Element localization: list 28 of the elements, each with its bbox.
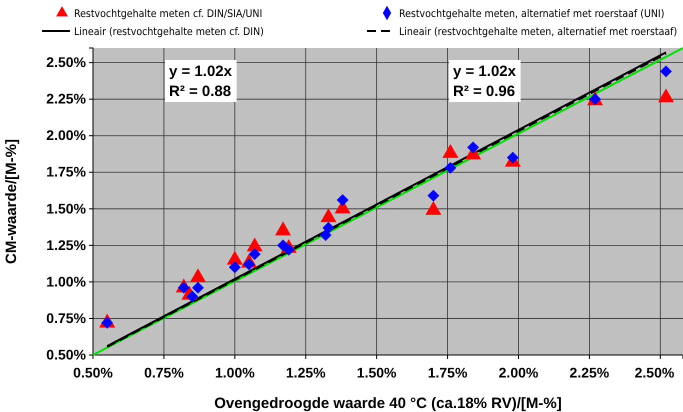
annotation: R² = 0.96 <box>453 83 516 100</box>
y-tick-label: 1.75% <box>46 164 87 180</box>
annotation: y = 1.02x <box>169 63 233 80</box>
y-tick-label: 2.00% <box>46 127 87 144</box>
y-tick-label: 2.50% <box>46 54 87 70</box>
y-tick-label: 0.50% <box>46 346 87 362</box>
y-tick-label: 1.25% <box>46 236 87 253</box>
x-axis-title: Ovengedroogde waarde 40 °C (ca.18% RV)/[M-%] <box>214 395 562 412</box>
legend-label: Lineair (restvochtgehalte meten, alternatief met roerstaaf) <box>399 26 678 38</box>
annotation: R² = 0.88 <box>169 83 232 100</box>
y-tick-label: 2.25% <box>46 90 87 107</box>
annotation: y = 1.02x <box>453 63 517 80</box>
legend-label: Lineair (restvochtgehalte meten cf. DIN) <box>74 26 264 38</box>
x-tick-label: 2.25% <box>570 364 610 380</box>
legend-label: Restvochtgehalte meten cf. DIN/SIA/UNI <box>74 8 262 20</box>
legend-label: Restvochtgehalte meten, alternatief met roerstaaf (UNI) <box>399 8 664 20</box>
y-axis-title: CM-waarde/[M-%] <box>3 138 20 264</box>
y-tick-label: 1.50% <box>46 200 87 216</box>
x-tick-label: 1.50% <box>356 364 398 380</box>
x-tick-label: 2.00% <box>498 364 539 380</box>
y-tick-label: 0.75% <box>46 310 87 326</box>
x-tick-label: 0.75% <box>144 364 184 380</box>
x-tick-label: 1.75% <box>428 364 468 380</box>
y-tick-label: 1.00% <box>46 273 87 290</box>
x-tick-label: 1.25% <box>286 364 326 380</box>
x-tick-label: 1.00% <box>214 364 256 380</box>
x-tick-label: 0.50% <box>73 364 114 380</box>
x-tick-label: 2.50% <box>634 364 675 380</box>
